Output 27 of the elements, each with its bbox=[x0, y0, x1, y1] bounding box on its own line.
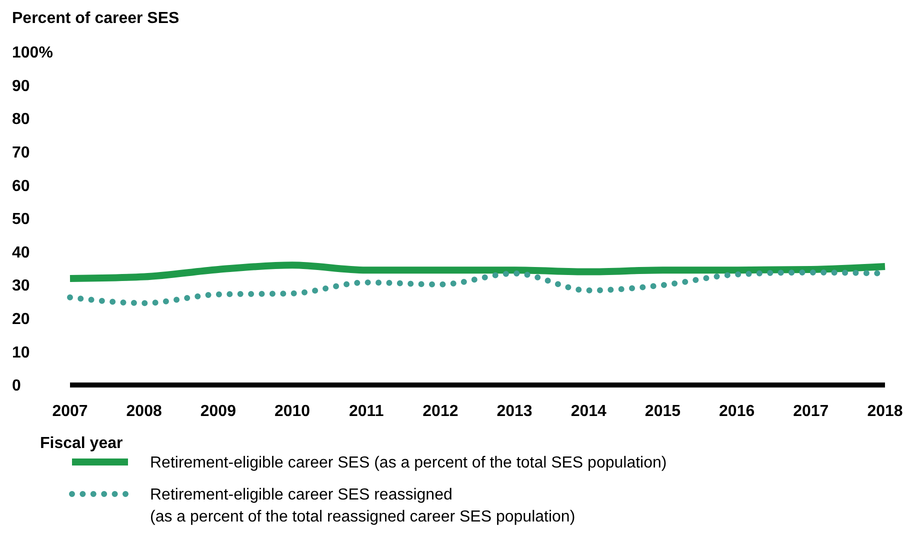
y-tick-label: 0 bbox=[12, 378, 21, 395]
y-axis-title: Percent of career SES bbox=[12, 10, 180, 27]
y-tick-label: 100% bbox=[12, 44, 53, 62]
x-tick-label: 2014 bbox=[570, 403, 607, 420]
legend-label: Retirement-eligible career SES reassigned (as a percent of the total reassigned career SES population) bbox=[150, 486, 576, 526]
x-axis-title: Fiscal year bbox=[40, 435, 123, 452]
y-tick-label: 10 bbox=[12, 344, 30, 362]
x-tick-label: 2011 bbox=[349, 403, 384, 420]
x-tick-label: 2016 bbox=[719, 403, 755, 420]
y-tick-label: 60 bbox=[12, 178, 30, 195]
x-tick-label: 2015 bbox=[644, 403, 681, 420]
x-tick-label: 2008 bbox=[126, 403, 162, 420]
y-tick-label: 20 bbox=[12, 311, 30, 328]
x-tick-label: 2017 bbox=[793, 403, 829, 420]
x-tick-label: 2007 bbox=[52, 403, 88, 420]
x-tick-label: 2010 bbox=[274, 403, 310, 420]
legend-label: Retirement-eligible career SES (as a percent of the total SES population) bbox=[150, 454, 667, 472]
y-tick-label: 80 bbox=[12, 111, 30, 128]
y-tick-label: 50 bbox=[12, 211, 30, 228]
y-tick-label: 90 bbox=[12, 78, 30, 95]
y-tick-label: 30 bbox=[12, 278, 30, 295]
x-tick-label: 2013 bbox=[496, 403, 532, 420]
y-tick-label: 40 bbox=[12, 244, 30, 262]
x-tick-label: 2018 bbox=[867, 403, 903, 420]
y-tick-label: 70 bbox=[12, 144, 30, 162]
x-tick-label: 2009 bbox=[200, 403, 236, 420]
x-tick-label: 2012 bbox=[422, 403, 458, 420]
